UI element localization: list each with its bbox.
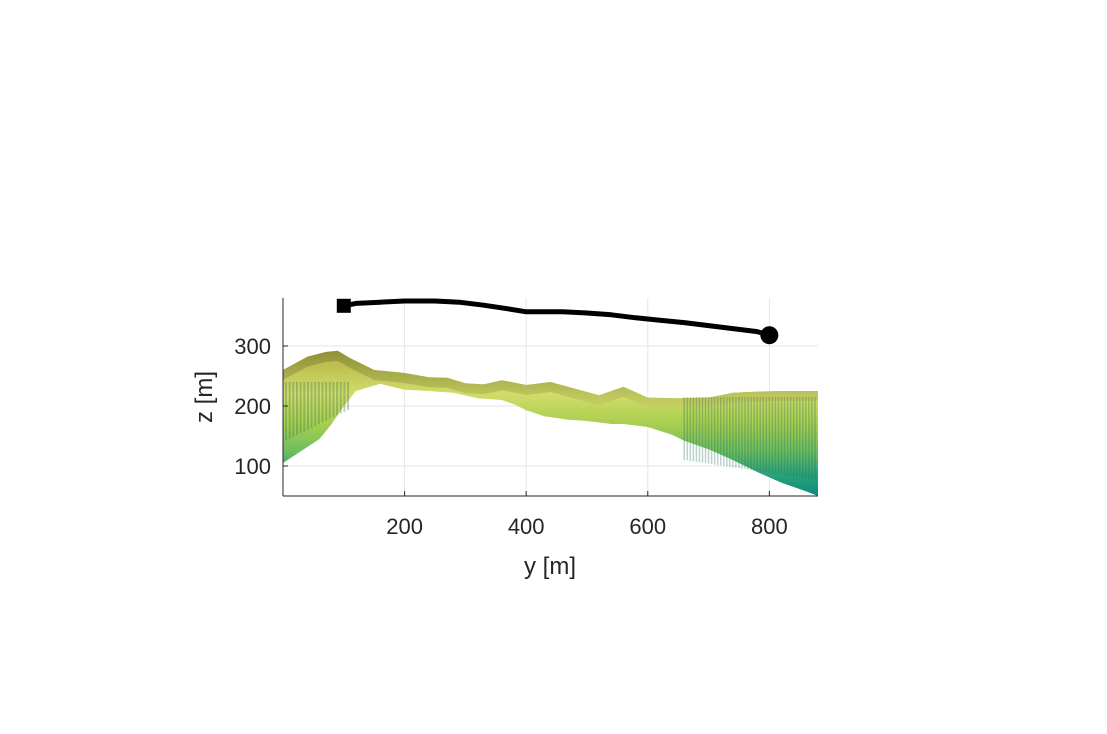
tick-labels: 200 400 600 800 100 200 300 xyxy=(234,334,787,539)
y-axis-title: z [m] xyxy=(191,371,218,423)
start-marker-square xyxy=(336,298,351,313)
end-marker-circle xyxy=(760,326,779,345)
x-tick-label: 200 xyxy=(386,514,423,539)
x-tick-label: 800 xyxy=(751,514,788,539)
axes xyxy=(282,298,818,497)
y-tick-label: 200 xyxy=(234,394,271,419)
trajectory-series xyxy=(336,298,779,345)
x-tick-label: 400 xyxy=(508,514,545,539)
y-tick-label: 100 xyxy=(234,454,271,479)
x-tick-label: 600 xyxy=(629,514,666,539)
x-axis-title: y [m] xyxy=(524,553,576,580)
trajectory-line xyxy=(341,298,772,338)
terrain-body xyxy=(283,350,818,496)
terrain-ridge xyxy=(283,350,818,409)
y-tick-label: 300 xyxy=(234,334,271,359)
terrain-surface xyxy=(283,350,818,496)
